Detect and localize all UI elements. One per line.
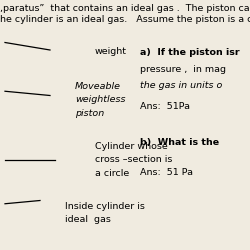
Text: weightless: weightless bbox=[75, 96, 126, 104]
Text: he cylinder is an ideal gas.   Assume the piston is a cl: he cylinder is an ideal gas. Assume the … bbox=[0, 15, 250, 24]
Text: ‚paratus”  that contains an ideal gas .  The piston car: ‚paratus” that contains an ideal gas . T… bbox=[0, 4, 250, 13]
Text: Moveable: Moveable bbox=[75, 82, 121, 91]
Text: a circle: a circle bbox=[95, 169, 129, 178]
Text: Ans:  51 Pa: Ans: 51 Pa bbox=[140, 168, 193, 177]
Text: the gas in units o: the gas in units o bbox=[140, 80, 222, 90]
Text: pressure ,  in mag: pressure , in mag bbox=[140, 66, 226, 74]
Text: b)  What is the: b) What is the bbox=[140, 138, 219, 147]
Text: Ans:  51Pa: Ans: 51Pa bbox=[140, 102, 190, 111]
Text: ideal  gas: ideal gas bbox=[65, 216, 111, 224]
Text: piston: piston bbox=[75, 109, 104, 118]
Text: Inside cylinder is: Inside cylinder is bbox=[65, 202, 145, 211]
Text: a)  If the piston isr: a) If the piston isr bbox=[140, 48, 239, 57]
Text: weight: weight bbox=[95, 47, 127, 56]
Text: cross –section is: cross –section is bbox=[95, 156, 172, 164]
Text: Cylinder whose: Cylinder whose bbox=[95, 142, 168, 151]
